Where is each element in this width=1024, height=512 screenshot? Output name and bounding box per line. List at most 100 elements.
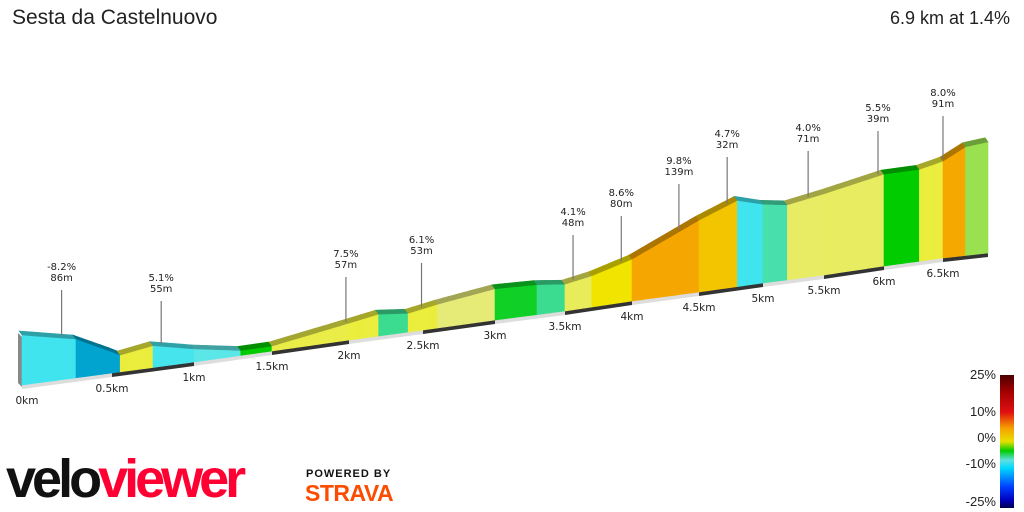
gradient-segment <box>618 261 626 304</box>
gradient-segment <box>859 179 867 270</box>
gradient-segment <box>57 337 68 381</box>
gradient-segment <box>817 193 825 277</box>
gradient-segment <box>557 283 566 313</box>
gradient-segment <box>84 341 95 377</box>
gradient-segment <box>333 325 342 343</box>
gradient-segment <box>717 206 725 290</box>
gradient-segment <box>209 349 218 361</box>
distance-tick-label: 0.5km <box>95 383 128 395</box>
gradient-segment <box>678 227 686 296</box>
annotation-gradient: 4.1% <box>560 207 585 218</box>
gradient-segment <box>671 231 680 296</box>
distance-scale-segment <box>632 292 699 305</box>
gradient-segment <box>128 349 137 372</box>
gradient-segment <box>624 258 633 303</box>
gradient-segment <box>177 347 187 365</box>
strava-logo[interactable]: STRAVA <box>305 480 394 506</box>
gradient-segment <box>691 219 700 294</box>
gradient-segment <box>823 191 831 276</box>
annotation-gradient: 7.5% <box>333 249 358 260</box>
distance-scale-segment <box>423 320 495 334</box>
annotation-gradient: 8.0% <box>930 88 955 99</box>
gradient-segment <box>774 204 782 282</box>
gradient-segment <box>645 246 653 300</box>
gradient-segment <box>889 172 897 266</box>
gradient-segment <box>578 277 586 310</box>
annotation-gradient: 9.8% <box>666 156 691 167</box>
gradient-segment <box>829 189 837 275</box>
gradient-segment <box>711 209 719 291</box>
annotation-gradient: 6.1% <box>409 235 434 246</box>
gradient-segment <box>543 284 552 315</box>
annotation-length: 91m <box>932 99 954 110</box>
distance-scale-segment <box>884 258 943 270</box>
gradient-segment <box>685 223 693 295</box>
segment-summary: 6.9 km at 1.4% <box>889 8 1010 28</box>
legend-label: -25% <box>965 494 996 509</box>
profile-end-face <box>18 333 22 387</box>
gradient-segment <box>444 299 453 328</box>
gradient-segment <box>883 172 891 267</box>
gradient-segment <box>400 312 409 334</box>
annotation-gradient: 5.1% <box>148 273 173 284</box>
gradient-segment <box>415 308 424 332</box>
gradient-legend-bar <box>1000 375 1014 508</box>
gradient-segment <box>953 149 961 258</box>
gradient-segment <box>982 141 989 254</box>
distance-tick-label: 4km <box>621 311 644 323</box>
legend-label: 25% <box>969 367 996 382</box>
gradient-segment <box>465 294 474 325</box>
gradient-segment <box>571 279 579 311</box>
gradient-segment <box>340 322 350 342</box>
gradient-segment <box>604 266 613 306</box>
gradient-segment <box>847 183 855 272</box>
annotation-length: 48m <box>562 218 584 229</box>
gradient-segment <box>370 313 379 338</box>
gradient-segment <box>169 346 178 366</box>
gradient-segment <box>487 288 496 322</box>
gradient-segment <box>152 345 162 368</box>
legend-label: -10% <box>965 456 996 471</box>
gradient-segment <box>780 204 788 281</box>
annotation-gradient: 4.0% <box>795 123 820 134</box>
gradient-segment <box>232 349 242 357</box>
gradient-segment <box>924 164 932 261</box>
profile-top-surface <box>978 137 989 144</box>
distance-tick-label: 6.5km <box>926 268 959 280</box>
veloviewer-logo[interactable]: veloviewer <box>6 449 246 509</box>
gradient-segment <box>737 200 745 287</box>
gradient-segment <box>965 145 972 256</box>
distance-tick-label: 5km <box>752 293 775 305</box>
distance-scale-segment <box>194 351 272 366</box>
gradient-segment <box>429 303 438 330</box>
annotation-length: 71m <box>797 134 819 145</box>
gradient-segment <box>102 348 113 375</box>
gradient-segment <box>787 202 794 281</box>
gradient-segment <box>501 287 510 320</box>
gradient-segment <box>224 349 234 358</box>
gradient-segment <box>451 298 460 327</box>
gradient-segment <box>811 195 819 277</box>
powered-by-text: POWERED BY <box>306 468 392 480</box>
distance-scale-segment <box>495 311 565 324</box>
gradient-segment <box>422 306 431 331</box>
annotation-length: 57m <box>335 260 357 271</box>
gradient-segment <box>201 348 210 362</box>
gradient-segment <box>930 162 938 260</box>
gradient-segment <box>473 292 481 324</box>
annotation-length: 53m <box>410 246 432 257</box>
gradient-segment <box>936 160 944 260</box>
gradient-segment <box>393 313 402 335</box>
gradient-segment <box>853 181 861 271</box>
distance-tick-label: 0km <box>16 395 39 407</box>
gradient-segment <box>598 269 606 307</box>
gradient-segment <box>407 310 416 333</box>
distance-tick-label: 4.5km <box>682 302 715 314</box>
gradient-segment <box>756 202 764 285</box>
gradient-segment <box>799 198 807 279</box>
gradient-segment <box>651 243 660 299</box>
annotation-length: 39m <box>867 114 889 125</box>
gradient-segment <box>437 301 445 329</box>
gradient-segment <box>768 204 776 283</box>
gradient-segment <box>385 313 394 336</box>
